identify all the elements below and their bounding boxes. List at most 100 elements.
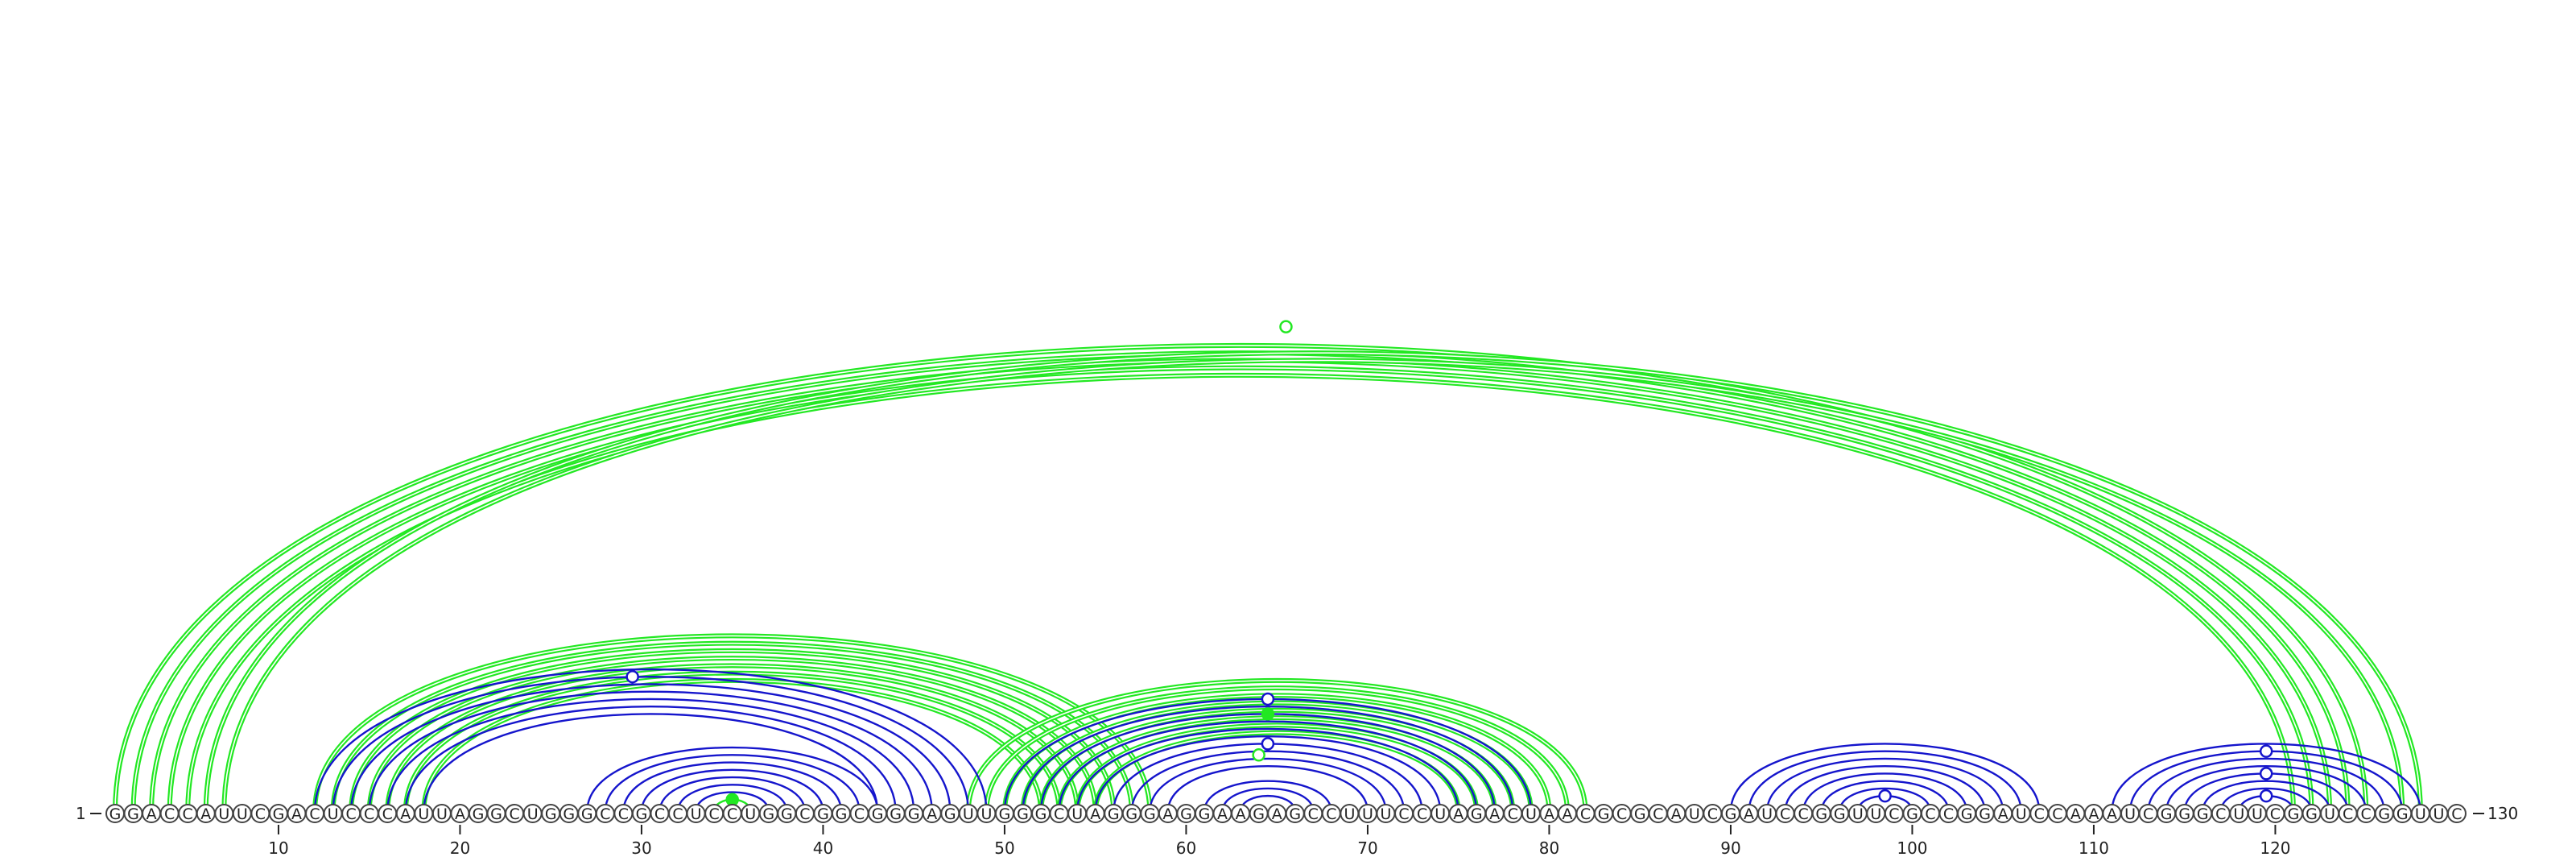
- nucleotide: C: [378, 804, 398, 823]
- nucleotide: C: [2338, 804, 2358, 823]
- nucleotide-letter: U: [1344, 805, 1355, 823]
- blue-arc-111-128: [2111, 743, 2422, 813]
- nucleotide-letter: U: [2124, 805, 2136, 823]
- nucleotide: U: [1757, 804, 1777, 823]
- blue-arc-12-49: [313, 668, 988, 813]
- nucleotide-letter: G: [1471, 805, 1483, 823]
- nucleotide: C: [1884, 804, 1904, 823]
- nucleotide-letter: U: [2324, 805, 2335, 823]
- nucleotide-letter: G: [2378, 805, 2390, 823]
- nucleotide-letter: G: [1253, 805, 1265, 823]
- nucleotide-letter: G: [2161, 805, 2173, 823]
- start-label: 1: [76, 804, 86, 823]
- nucleotide-letter: G: [762, 805, 774, 823]
- blue-arc-31-39: [658, 776, 807, 813]
- nucleotide-letter: C: [1616, 805, 1627, 823]
- nucleotide: U: [1340, 804, 1360, 823]
- green-marker-6: [725, 793, 739, 807]
- nucleotide: G: [541, 804, 561, 823]
- tick-label-90: 90: [1720, 838, 1740, 857]
- nucleotide: A: [1484, 804, 1505, 823]
- nucleotide: G: [2392, 804, 2413, 823]
- nucleotide: C: [1921, 804, 1940, 823]
- nucleotide: C: [1321, 804, 1341, 823]
- nucleotide: G: [813, 804, 833, 823]
- nucleotide: C: [650, 804, 670, 823]
- blue-arc-90-107: [1729, 743, 2041, 813]
- nucleotide-letter: G: [2197, 805, 2209, 823]
- blue-arc-54-75: [1075, 727, 1459, 813]
- nucleotide: C: [505, 804, 525, 823]
- nucleotide: G: [1121, 804, 1141, 823]
- nucleotide: C: [1775, 804, 1795, 823]
- nucleotide-letter: G: [1125, 805, 1137, 823]
- blue-arc-117-122: [2219, 787, 2313, 813]
- nucleotide: A: [1231, 804, 1251, 823]
- nucleotide: U: [1521, 804, 1541, 823]
- nucleotide: A: [1558, 804, 1577, 823]
- nucleotide-letter: C: [2215, 805, 2226, 823]
- blue-arc-27-43: [586, 746, 879, 813]
- nucleotide: A: [1539, 804, 1559, 823]
- nucleotide: C: [2211, 804, 2231, 823]
- blue-arc-55-74: [1094, 735, 1442, 813]
- tick-label-100: 100: [1897, 838, 1927, 857]
- nucleotide: G: [2284, 804, 2303, 823]
- nucleotide-letter: G: [1598, 805, 1610, 823]
- nucleotide: C: [1575, 804, 1596, 823]
- nucleotide-letter: A: [1236, 805, 1246, 823]
- nucleotide-letter: G: [999, 805, 1011, 823]
- green-arc-6-128-inner: [204, 352, 2421, 813]
- nucleotide-letter: G: [1961, 805, 1973, 823]
- nucleotide-letter: C: [2034, 805, 2045, 823]
- nucleotide-letter: U: [1870, 805, 1881, 823]
- blue-arc-94-103: [1802, 772, 1968, 813]
- nucleotide: U: [214, 804, 234, 823]
- nucleotide: A: [1267, 804, 1287, 823]
- nucleotide-letter: U: [218, 805, 229, 823]
- green-arc-5-121-inner: [187, 375, 2294, 813]
- green-arc-1-125: [113, 342, 2369, 813]
- tick-label-30: 30: [631, 838, 651, 857]
- nucleotide: G: [559, 804, 579, 823]
- nucleotide: U: [1357, 804, 1377, 823]
- nucleotide: U: [976, 804, 997, 823]
- nucleotide-letter: G: [127, 805, 139, 823]
- nucleotide-letter: C: [1780, 805, 1790, 823]
- nucleotide: U: [1376, 804, 1396, 823]
- nucleotide: U: [1067, 804, 1088, 823]
- nucleotide: C: [159, 804, 180, 823]
- nucleotide: U: [414, 804, 434, 823]
- nucleotide-letter: G: [1289, 805, 1301, 823]
- nucleotide: G: [1630, 804, 1650, 823]
- nucleotide-letter: C: [164, 805, 175, 823]
- nucleotide: G: [105, 804, 125, 823]
- nucleotide-letter: U: [963, 805, 974, 823]
- nucleotide: C: [1612, 804, 1632, 823]
- nucleotide-circle: [2446, 804, 2467, 823]
- green-marker-5: [1252, 748, 1265, 762]
- nucleotide: C: [795, 804, 815, 823]
- nucleotide: G: [1957, 804, 1977, 823]
- nucleotide-letter: A: [1162, 805, 1173, 823]
- blue-arc-17-44: [404, 706, 897, 813]
- nucleotide-letter: G: [636, 805, 648, 823]
- blue-arc-53-76: [1058, 720, 1478, 813]
- nucleotide: C: [178, 804, 198, 823]
- nucleotide: C: [1794, 804, 1814, 823]
- nucleotide: C: [2138, 804, 2158, 823]
- blue-arc-14-47: [349, 683, 952, 813]
- nucleotide: A: [287, 804, 307, 823]
- nucleotide-letter: A: [1671, 805, 1682, 823]
- blue-arc-114-125: [2165, 764, 2368, 813]
- nucleotide-letter: C: [382, 805, 393, 823]
- nucleotide-letter: C: [2143, 805, 2153, 823]
- nucleotide-letter: C: [600, 805, 610, 823]
- blue-marker-8: [2259, 744, 2273, 758]
- nucleotide: U: [2229, 804, 2249, 823]
- blue-marker-9: [2259, 767, 2273, 780]
- nucleotide: U: [2247, 804, 2267, 823]
- nucleotide-letter: U: [418, 805, 429, 823]
- nucleotide: U: [232, 804, 252, 823]
